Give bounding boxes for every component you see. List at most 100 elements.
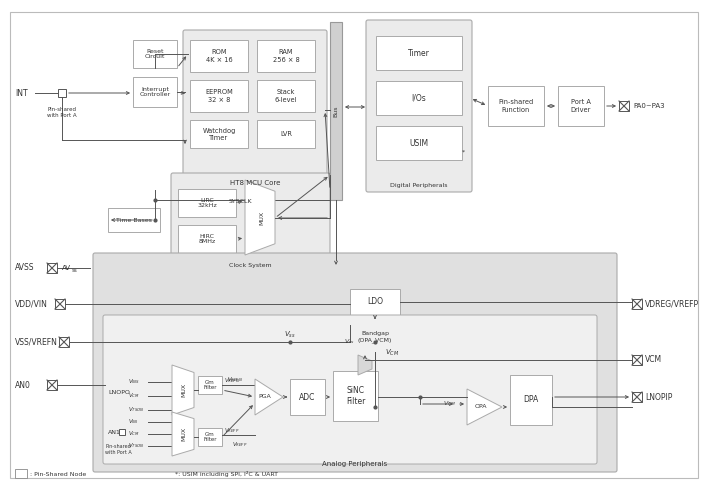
FancyBboxPatch shape bbox=[376, 36, 462, 70]
Polygon shape bbox=[467, 389, 502, 425]
Text: EEPROM
32 × 8: EEPROM 32 × 8 bbox=[205, 90, 233, 102]
Text: SiNC
Filter: SiNC Filter bbox=[346, 386, 365, 406]
Text: $V_{REFN}$: $V_{REFN}$ bbox=[227, 375, 243, 384]
FancyBboxPatch shape bbox=[103, 315, 597, 464]
FancyBboxPatch shape bbox=[10, 12, 698, 478]
FancyBboxPatch shape bbox=[376, 81, 462, 115]
FancyBboxPatch shape bbox=[198, 376, 222, 394]
Text: $V_{TSON}$: $V_{TSON}$ bbox=[128, 442, 144, 450]
Text: SYSCLK: SYSCLK bbox=[228, 199, 252, 204]
Text: $V_{CM}$: $V_{CM}$ bbox=[128, 430, 140, 438]
Text: Reset
Circuit: Reset Circuit bbox=[145, 48, 165, 60]
Text: Gm
Filter: Gm Filter bbox=[203, 432, 217, 442]
Text: $V_{CM}$: $V_{CM}$ bbox=[385, 348, 399, 358]
Text: $V_{TSON}$: $V_{TSON}$ bbox=[128, 406, 144, 414]
Text: Analog Peripherals: Analog Peripherals bbox=[322, 461, 388, 467]
FancyBboxPatch shape bbox=[330, 22, 342, 200]
Text: AV: AV bbox=[62, 265, 71, 271]
Text: USIM: USIM bbox=[410, 138, 429, 147]
Text: PA0~PA3: PA0~PA3 bbox=[633, 103, 665, 109]
Text: $V_{REFP}$: $V_{REFP}$ bbox=[232, 440, 248, 449]
Text: $V_{ss}$: $V_{ss}$ bbox=[344, 338, 355, 346]
FancyBboxPatch shape bbox=[350, 289, 400, 315]
Text: RAM
256 × 8: RAM 256 × 8 bbox=[273, 50, 300, 62]
FancyBboxPatch shape bbox=[178, 189, 236, 217]
FancyBboxPatch shape bbox=[133, 77, 177, 107]
Text: OPA: OPA bbox=[475, 404, 487, 409]
FancyBboxPatch shape bbox=[488, 86, 544, 126]
Text: ROM
4K × 16: ROM 4K × 16 bbox=[206, 50, 232, 62]
Text: Pin-shared
with Port A: Pin-shared with Port A bbox=[47, 107, 77, 118]
Text: DPA: DPA bbox=[523, 396, 539, 404]
Text: MUX: MUX bbox=[259, 210, 264, 224]
Text: *: USIM including SPI, I²C & UART: *: USIM including SPI, I²C & UART bbox=[175, 471, 278, 477]
Text: PGA: PGA bbox=[258, 394, 271, 400]
Text: $V_{INS}$: $V_{INS}$ bbox=[128, 378, 140, 386]
Text: HIRC
8MHz: HIRC 8MHz bbox=[198, 234, 216, 244]
Text: Pin-shared
Function: Pin-shared Function bbox=[498, 100, 534, 112]
FancyBboxPatch shape bbox=[171, 173, 330, 272]
Text: AN1: AN1 bbox=[108, 430, 121, 434]
FancyBboxPatch shape bbox=[93, 253, 617, 472]
Text: : Pin-Shared Node: : Pin-Shared Node bbox=[30, 472, 86, 476]
Polygon shape bbox=[245, 180, 275, 255]
Text: Stack
6-level: Stack 6-level bbox=[275, 90, 297, 102]
FancyBboxPatch shape bbox=[257, 80, 315, 112]
Text: $V_{CM}$: $V_{CM}$ bbox=[128, 392, 140, 400]
Text: $V_{ss}$: $V_{ss}$ bbox=[284, 330, 296, 340]
FancyBboxPatch shape bbox=[190, 120, 248, 148]
Text: AN0: AN0 bbox=[15, 380, 31, 390]
Text: $V_{INI}$: $V_{INI}$ bbox=[128, 418, 139, 426]
Text: Gm
Filter: Gm Filter bbox=[203, 380, 217, 390]
Polygon shape bbox=[172, 412, 194, 456]
FancyBboxPatch shape bbox=[190, 80, 248, 112]
Text: LVR: LVR bbox=[280, 131, 292, 137]
FancyBboxPatch shape bbox=[178, 225, 236, 253]
FancyBboxPatch shape bbox=[350, 322, 400, 352]
Text: AVSS: AVSS bbox=[15, 264, 35, 272]
Text: Time Bases: Time Bases bbox=[116, 218, 152, 222]
Polygon shape bbox=[358, 355, 372, 375]
Text: Digital Peripherals: Digital Peripherals bbox=[391, 183, 448, 188]
Text: ss: ss bbox=[72, 268, 78, 272]
Text: VDREG/VREFP: VDREG/VREFP bbox=[645, 300, 699, 308]
Polygon shape bbox=[255, 379, 283, 415]
Text: LNOPO: LNOPO bbox=[108, 390, 130, 394]
Text: Watchdog
Timer: Watchdog Timer bbox=[202, 128, 236, 140]
FancyBboxPatch shape bbox=[290, 379, 325, 415]
Text: *: * bbox=[462, 150, 465, 155]
Text: VCM: VCM bbox=[645, 356, 662, 364]
Text: MUX: MUX bbox=[182, 427, 187, 441]
FancyBboxPatch shape bbox=[558, 86, 604, 126]
Text: HT8 MCU Core: HT8 MCU Core bbox=[230, 180, 280, 186]
FancyBboxPatch shape bbox=[366, 20, 472, 192]
Text: LDO: LDO bbox=[367, 298, 383, 306]
Text: Bus: Bus bbox=[334, 106, 339, 117]
Text: Timer: Timer bbox=[408, 48, 430, 58]
FancyBboxPatch shape bbox=[333, 371, 378, 421]
Text: $V_{CM}$: $V_{CM}$ bbox=[443, 400, 456, 408]
FancyBboxPatch shape bbox=[119, 429, 125, 435]
FancyBboxPatch shape bbox=[376, 126, 462, 160]
FancyBboxPatch shape bbox=[257, 40, 315, 72]
FancyBboxPatch shape bbox=[190, 40, 248, 72]
FancyBboxPatch shape bbox=[198, 428, 222, 446]
FancyBboxPatch shape bbox=[58, 89, 66, 97]
Text: Pin-shared
with Port A: Pin-shared with Port A bbox=[104, 444, 131, 455]
Text: $V_{REFP}$: $V_{REFP}$ bbox=[224, 426, 239, 435]
Text: Clock System: Clock System bbox=[229, 263, 272, 268]
Text: $V_{REFN}$: $V_{REFN}$ bbox=[224, 376, 240, 385]
FancyBboxPatch shape bbox=[183, 30, 327, 192]
Text: INT: INT bbox=[15, 88, 28, 98]
FancyBboxPatch shape bbox=[108, 208, 160, 232]
Text: MUX: MUX bbox=[182, 383, 187, 397]
Text: ADC: ADC bbox=[300, 392, 316, 402]
FancyBboxPatch shape bbox=[15, 469, 27, 478]
FancyBboxPatch shape bbox=[257, 120, 315, 148]
FancyBboxPatch shape bbox=[133, 40, 177, 68]
Text: VSS/VREFN: VSS/VREFN bbox=[15, 338, 58, 346]
FancyBboxPatch shape bbox=[510, 375, 552, 425]
Text: VDD/VIN: VDD/VIN bbox=[15, 300, 48, 308]
Text: Bandgap
(OPA_VCM): Bandgap (OPA_VCM) bbox=[358, 332, 392, 342]
Text: LNOPIP: LNOPIP bbox=[645, 392, 672, 402]
